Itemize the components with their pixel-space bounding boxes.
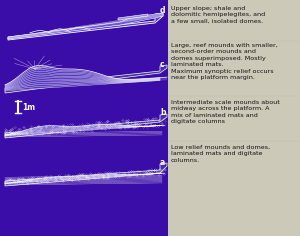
Text: Intermediate scale mounds about
midway across the platform. A
mix of laminated m: Intermediate scale mounds about midway a… <box>171 100 280 124</box>
Polygon shape <box>5 65 167 93</box>
Polygon shape <box>8 13 163 40</box>
Text: d: d <box>160 6 166 15</box>
Text: a: a <box>160 158 165 167</box>
Polygon shape <box>5 124 165 136</box>
Text: Upper slope; shale and
dolomitic hemipelegites, and
a few small, isolated domes.: Upper slope; shale and dolomitic hemipel… <box>171 6 265 24</box>
Text: Low relief mounds and domes,
laminated mats and digitate
columns.: Low relief mounds and domes, laminated m… <box>171 145 270 163</box>
Polygon shape <box>5 114 167 138</box>
Polygon shape <box>5 163 167 186</box>
Text: b: b <box>160 108 166 117</box>
Text: Large, reef mounds with smaller,
second-order mounds and
domes superimposed. Mos: Large, reef mounds with smaller, second-… <box>171 43 278 80</box>
Polygon shape <box>118 14 148 20</box>
Polygon shape <box>8 13 163 39</box>
Bar <box>168 0 300 236</box>
Polygon shape <box>5 65 167 91</box>
Text: 1m: 1m <box>22 102 35 111</box>
Text: c: c <box>160 60 165 69</box>
Polygon shape <box>5 173 165 184</box>
